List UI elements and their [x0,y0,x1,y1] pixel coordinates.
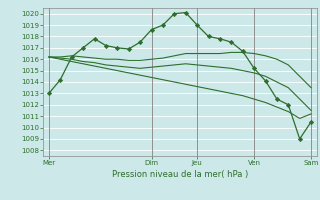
X-axis label: Pression niveau de la mer( hPa ): Pression niveau de la mer( hPa ) [112,170,248,179]
